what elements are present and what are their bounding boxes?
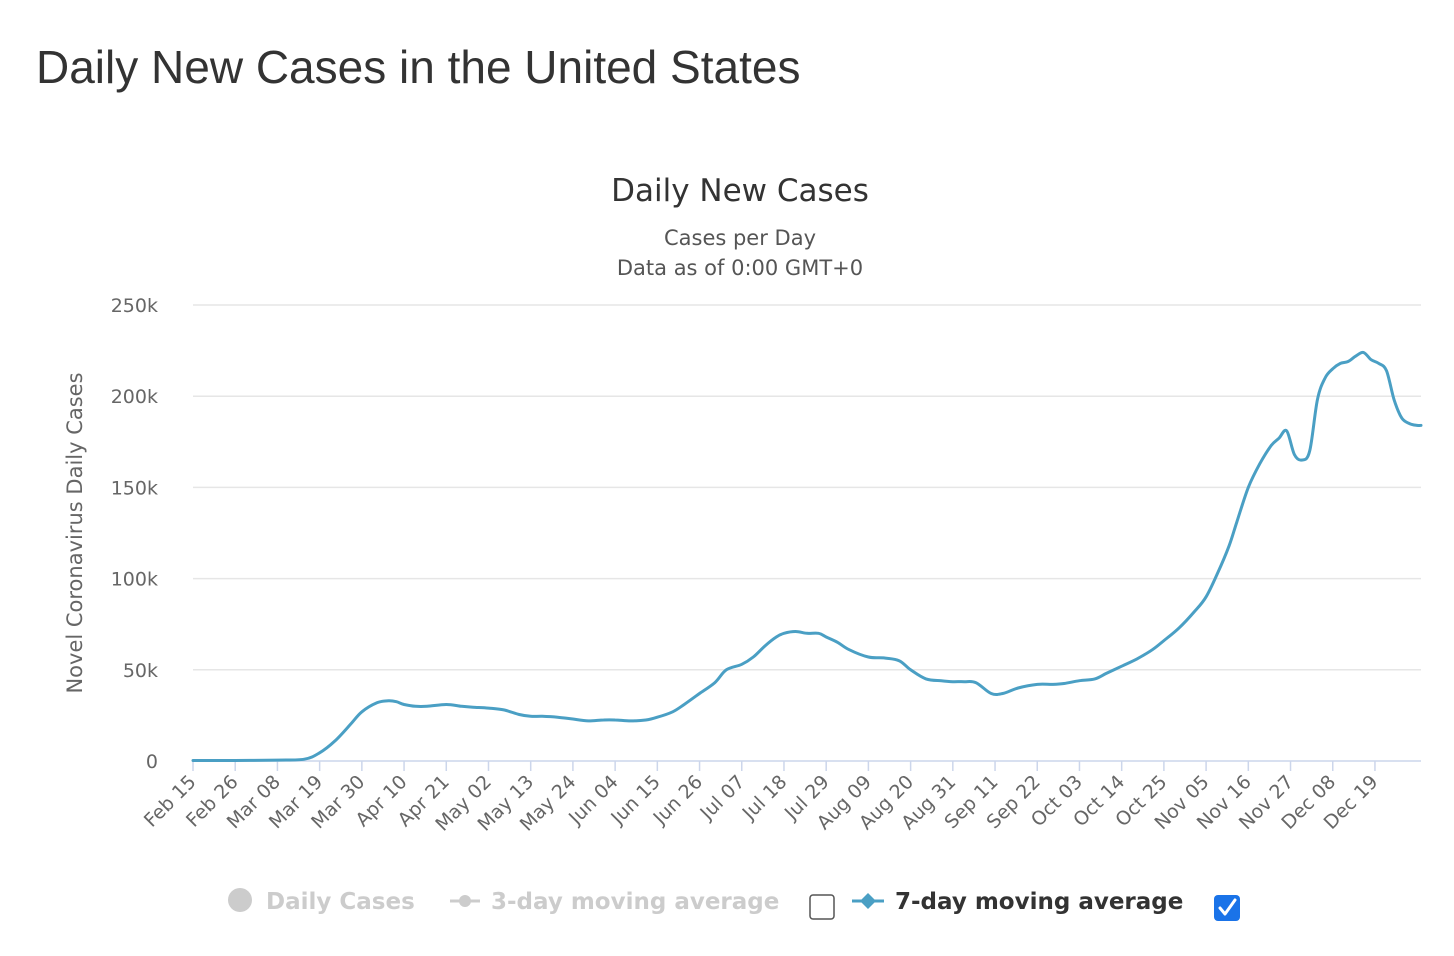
y-axis-title: Novel Coronavirus Daily Cases <box>63 372 87 693</box>
legend-label-3-day-moving-average: 3-day moving average <box>491 889 779 915</box>
legend-item-3-day-moving-average[interactable]: 3-day moving average <box>450 889 779 915</box>
checkbox-3-day-moving-average[interactable] <box>809 894 835 920</box>
x-tick-label: Jul 18 <box>738 771 792 825</box>
y-axis-ticks: 0 50k 100k 150k 200k 250k <box>111 295 158 773</box>
chart-subtitle-line-2: Data as of 0:00 GMT+0 <box>617 256 863 280</box>
y-tick-label: 50k <box>123 660 158 682</box>
circle-marker-icon <box>228 888 252 912</box>
y-tick-label: 200k <box>111 386 158 408</box>
legend: Daily Cases 3-day moving average 7-day mov… <box>228 888 1240 921</box>
legend-label-daily-cases: Daily Cases <box>266 889 415 915</box>
chart-subtitle-line-1: Cases per Day <box>664 226 816 250</box>
y-tick-label: 0 <box>146 751 158 773</box>
grid-lines <box>193 304 1421 762</box>
series-line-7-day-moving-average <box>191 350 1423 762</box>
y-tick-label: 250k <box>111 295 158 317</box>
checkmark-icon <box>1218 898 1237 916</box>
legend-label-7-day-moving-average: 7-day moving average <box>895 889 1183 915</box>
page-title: Daily New Cases in the United States <box>36 41 801 93</box>
y-tick-label: 150k <box>111 477 158 499</box>
checkbox-box <box>1214 895 1240 921</box>
x-tick-label: Jul 07 <box>695 771 749 825</box>
y-tick-label: 100k <box>111 569 158 591</box>
legend-item-daily-cases[interactable]: Daily Cases <box>228 888 415 915</box>
legend-item-7-day-moving-average[interactable]: 7-day moving average <box>852 889 1183 915</box>
series-layer <box>191 350 1423 762</box>
circle-marker-icon <box>459 895 471 907</box>
diamond-marker-icon <box>860 893 876 909</box>
chart-title: Daily New Cases <box>611 173 869 209</box>
checkbox-7-day-moving-average[interactable] <box>1214 895 1240 921</box>
